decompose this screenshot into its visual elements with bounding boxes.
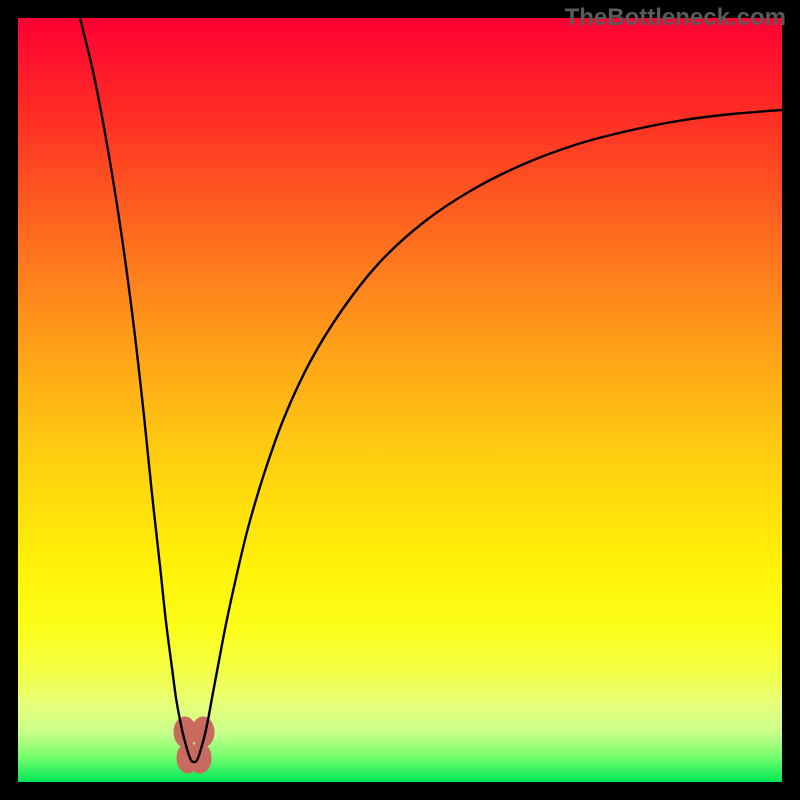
dip-marker <box>189 743 211 773</box>
chart-frame: TheBottleneck.com <box>0 0 800 800</box>
bottleneck-curve-layer <box>18 18 782 782</box>
plot-area <box>18 18 782 782</box>
watermark-text: TheBottleneck.com <box>565 4 786 32</box>
bottleneck-curve <box>80 18 782 762</box>
